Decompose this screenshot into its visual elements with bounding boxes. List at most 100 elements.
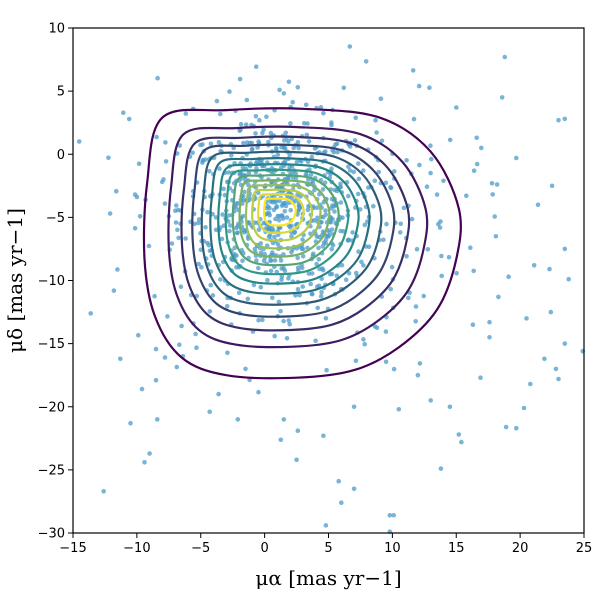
scatter-point (434, 192, 440, 197)
scatter-point (547, 266, 552, 272)
scatter-point (308, 172, 314, 178)
scatter-point (389, 264, 395, 270)
scatter-point (351, 486, 357, 492)
scatter-point (218, 111, 223, 117)
scatter-point (289, 223, 294, 229)
scatter-point (216, 139, 222, 145)
scatter-point (268, 268, 274, 274)
scatter-point (276, 218, 282, 223)
scatter-point (356, 176, 362, 182)
scatter-point (298, 194, 303, 199)
scatter-point (378, 96, 384, 101)
scatter-point (334, 273, 340, 279)
scatter-point (356, 161, 361, 166)
scatter-point (207, 409, 212, 415)
scatter-point (297, 292, 302, 298)
scatter-point (313, 338, 318, 344)
scatter-point (264, 114, 269, 120)
scatter-point (388, 286, 394, 292)
scatter-point (471, 168, 477, 173)
scatter-point (183, 111, 189, 116)
scatter-point (329, 246, 335, 252)
scatter-point (76, 139, 82, 144)
scatter-point (359, 259, 364, 265)
scatter-point (506, 274, 511, 280)
scatter-point (217, 166, 222, 171)
scatter-point (300, 284, 306, 289)
scatter-point (289, 195, 295, 201)
scatter-point (229, 153, 234, 158)
scatter-point (338, 200, 344, 205)
scatter-point (317, 266, 322, 272)
scatter-point (413, 304, 419, 309)
scatter-point (306, 271, 312, 276)
scatter-point (242, 189, 247, 195)
scatter-point (424, 184, 430, 189)
contour-level (262, 197, 297, 227)
scatter-point (347, 168, 353, 173)
scatter-point (176, 235, 181, 241)
scatter-point (278, 258, 284, 263)
scatter-point (205, 240, 210, 246)
contour-level (142, 107, 462, 380)
scatter-point (136, 332, 141, 338)
scatter-point (281, 318, 286, 324)
scatter-point (293, 293, 298, 298)
scatter-point (289, 250, 294, 255)
scatter-point (401, 205, 407, 211)
scatter-point (169, 241, 175, 246)
scatter-point (324, 367, 329, 373)
scatter-point (270, 227, 276, 233)
scatter-point (556, 117, 561, 123)
y-tick-label: 10 (48, 22, 65, 37)
scatter-point (118, 356, 123, 362)
x-tick-label: −10 (123, 541, 150, 556)
scatter-point (174, 203, 179, 208)
scatter-point (114, 188, 119, 194)
scatter-point (240, 258, 245, 264)
scatter-point (238, 121, 244, 127)
density-contours (142, 107, 462, 380)
scatter-point (398, 221, 404, 227)
scatter-point (274, 146, 279, 152)
scatter-point (521, 405, 527, 411)
scatter-point (254, 158, 260, 164)
scatter-point (304, 132, 310, 138)
scatter-point (363, 59, 369, 64)
scatter-point (531, 263, 537, 268)
scatter-point (173, 208, 178, 213)
scatter-point (383, 180, 389, 186)
scatter-point (323, 316, 329, 321)
scatter-point (487, 335, 492, 340)
scatter-point (258, 241, 264, 246)
contour-level (209, 157, 371, 295)
x-tick-label: −5 (191, 541, 210, 556)
scatter-point (265, 277, 270, 283)
scatter-point (226, 219, 231, 224)
y-tick-label: −15 (38, 337, 65, 352)
scatter-point (295, 265, 301, 271)
scatter-point (132, 192, 138, 197)
scatter-point (318, 294, 324, 299)
scatter-point (494, 182, 500, 187)
scatter-point (329, 166, 334, 171)
scatter-point (487, 319, 492, 325)
scatter-point (177, 143, 183, 148)
scatter-point (438, 466, 444, 471)
scatter-point (305, 207, 311, 213)
scatter-point (329, 227, 335, 232)
scatter-point (281, 91, 287, 96)
scatter-point (237, 76, 243, 82)
scatter-point (253, 131, 258, 136)
scatter-point (281, 145, 287, 150)
scatter-point (489, 181, 495, 186)
scatter-point (289, 234, 294, 239)
scatter-point (392, 169, 397, 174)
scatter-point (428, 398, 434, 403)
scatter-point (258, 284, 264, 290)
scatter-point (200, 160, 205, 165)
scatter-point (409, 216, 415, 222)
scatter-point (315, 305, 321, 311)
scatter-point (398, 230, 403, 235)
contour-level (231, 173, 340, 267)
